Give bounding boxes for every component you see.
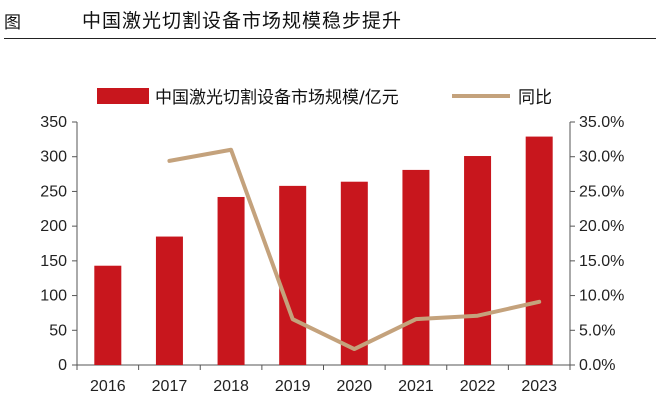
y-left-tick-label: 250	[40, 183, 67, 200]
x-tick-label: 2019	[275, 378, 311, 395]
y-left-tick-label: 200	[40, 218, 67, 235]
y-right-tick-label: 15.0%	[579, 253, 624, 270]
line-series	[167, 147, 542, 352]
y-right-tick-label: 5.0%	[579, 322, 615, 339]
bar	[340, 181, 368, 365]
tick-labels: 0 50 100 150 200 250 300 350 0.0% 5.0% 10.0% 15.0% 2…	[40, 114, 624, 395]
y-left-tick-label: 150	[40, 253, 67, 270]
legend: 中国激光切割设备市场规模/亿元 同比	[97, 88, 552, 108]
bar	[155, 236, 183, 365]
x-tick-label: 2016	[90, 378, 126, 395]
bar	[402, 169, 430, 365]
y-right-tick-label: 35.0%	[579, 114, 624, 131]
bar	[279, 185, 307, 365]
y-right-tick-label: 20.0%	[579, 218, 624, 235]
x-tick-label: 2018	[213, 378, 249, 395]
y-right-tick-label: 0.0%	[579, 357, 615, 374]
figure-title: 中国激光切割设备市场规模稳步提升	[82, 10, 403, 32]
legend-line-label: 同比	[518, 88, 552, 108]
y-left-tick-label: 100	[40, 288, 67, 305]
y-right-tick-label: 10.0%	[579, 288, 624, 305]
y-left-tick-label: 300	[40, 149, 67, 166]
bar	[525, 136, 553, 365]
y-right-tick-label: 25.0%	[579, 183, 624, 200]
y-left-tick-label: 0	[58, 357, 67, 374]
x-tick-label: 2023	[521, 378, 557, 395]
figure-header: 图 中国激光切割设备市场规模稳步提升	[0, 0, 660, 46]
yoy-line	[167, 147, 542, 352]
y-left-tick-label: 350	[40, 114, 67, 131]
x-tick-label: 2022	[460, 378, 496, 395]
legend-bar-label: 中国激光切割设备市场规模/亿元	[155, 88, 399, 108]
y-left-tick-label: 50	[49, 322, 67, 339]
legend-bar-swatch	[97, 88, 149, 104]
bar	[94, 265, 122, 365]
x-tick-label: 2020	[337, 378, 373, 395]
x-tick-label: 2021	[398, 378, 434, 395]
bar-series	[94, 136, 553, 365]
y-right-tick-label: 30.0%	[579, 149, 624, 166]
bar	[464, 156, 492, 365]
figure-label: 图	[4, 13, 21, 33]
header-rule	[4, 38, 656, 39]
bar	[217, 196, 245, 365]
x-tick-label: 2017	[152, 378, 188, 395]
